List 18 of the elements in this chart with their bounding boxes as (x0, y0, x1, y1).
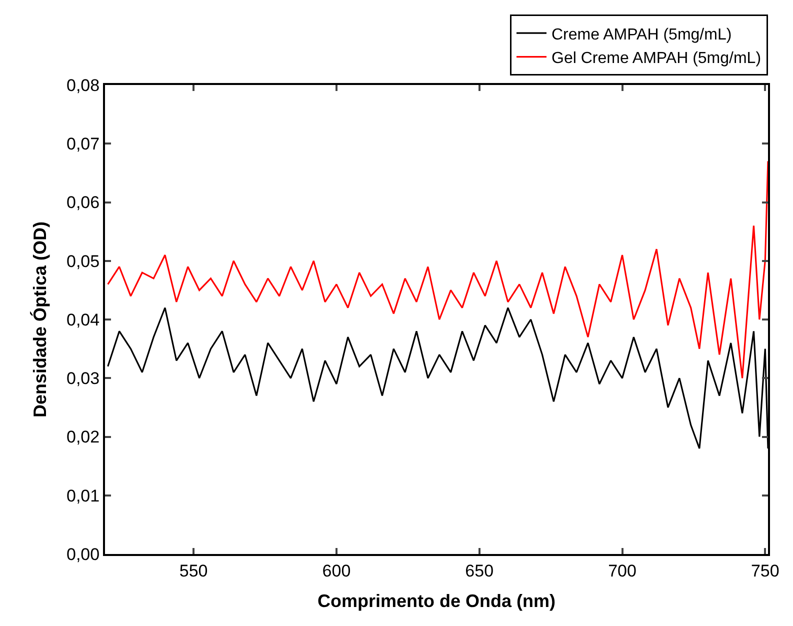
y-tick-label: 0,01 (66, 486, 100, 506)
y-tick-label: 0,07 (66, 134, 100, 154)
x-tick-label: 750 (750, 561, 780, 580)
y-tick-label: 0,03 (66, 369, 100, 388)
y-tick-label: 0,08 (66, 76, 100, 95)
y-tick-label: 0,04 (66, 310, 100, 330)
x-axis-title: Comprimento de Onda (nm) (318, 591, 556, 611)
y-tick-label: 0,00 (66, 544, 100, 564)
y-axis-title: Densidade Óptica (OD) (30, 221, 50, 418)
x-tick-label: 600 (322, 561, 351, 580)
y-tick-label: 0,05 (66, 252, 100, 271)
x-tick-label: 700 (608, 561, 636, 580)
x-tick-label: 550 (179, 561, 208, 580)
legend-label: Creme AMPAH (5mg/mL) (552, 26, 732, 44)
y-tick-label: 0,06 (66, 193, 100, 212)
x-tick-label: 650 (465, 561, 494, 580)
y-tick-label: 0,02 (66, 428, 100, 447)
legend-label: Gel Creme AMPAH (5mg/mL) (552, 50, 762, 68)
